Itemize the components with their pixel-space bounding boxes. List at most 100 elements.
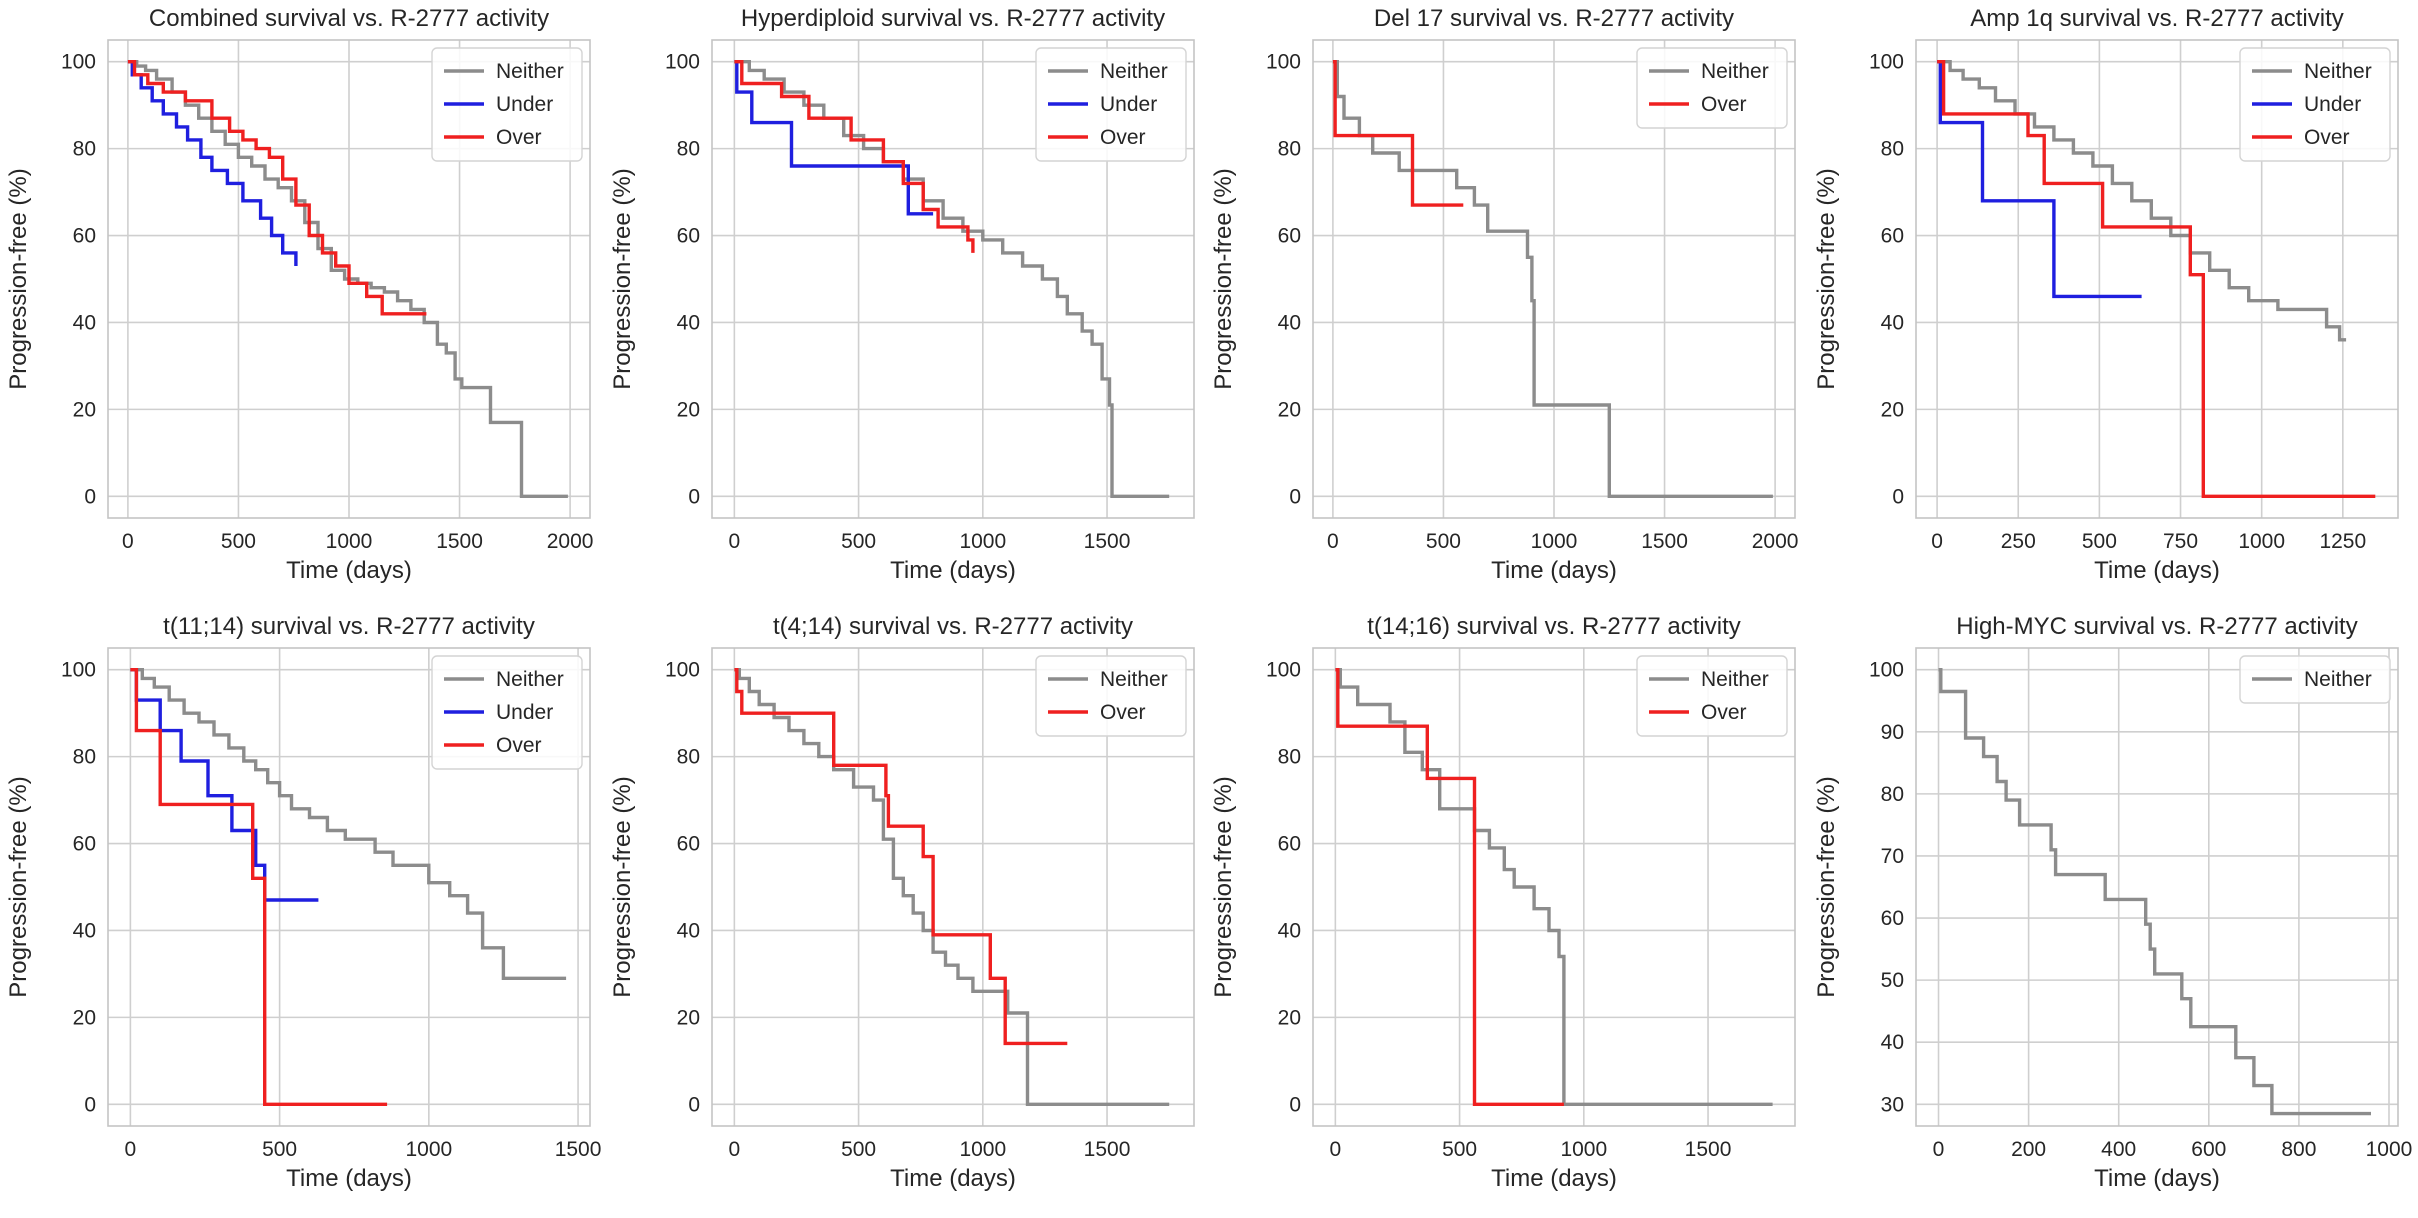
series-line-neither — [1335, 668, 1773, 1106]
y-axis-label: Progression-free (%) — [1813, 776, 1840, 997]
x-tick-label: 2000 — [547, 530, 594, 553]
chart-title: Del 17 survival vs. R-2777 activity — [1374, 5, 1734, 32]
y-tick-label: 40 — [1278, 919, 1301, 942]
plot-frame — [711, 39, 1195, 519]
y-tick-label: 60 — [677, 833, 700, 856]
series-line-over — [1332, 60, 1464, 207]
y-tick-label: 100 — [1266, 51, 1301, 74]
x-tick-label: 1250 — [2319, 530, 2366, 553]
y-tick-label: 0 — [84, 485, 96, 508]
legend-label-over: Over — [1100, 701, 1146, 724]
y-tick-label: 40 — [1278, 311, 1301, 334]
series-line-neither — [1937, 60, 2347, 342]
x-tick-label: 1000 — [2238, 530, 2285, 553]
y-tick-label: 100 — [1266, 659, 1301, 682]
legend-label-under: Under — [496, 701, 553, 724]
legend: Neither Under Over — [431, 47, 583, 162]
x-tick-label: 1000 — [959, 1138, 1006, 1161]
legend-label-neither: Neither — [1100, 668, 1168, 691]
x-tick-label: 500 — [1442, 1138, 1477, 1161]
x-tick-label: 1500 — [1641, 530, 1688, 553]
y-tick-label: 0 — [84, 1093, 96, 1116]
y-tick-label: 40 — [73, 311, 96, 334]
y-axis-label: Progression-free (%) — [1813, 168, 1840, 389]
series-line-under — [1937, 60, 2142, 299]
y-tick-label: 60 — [1278, 225, 1301, 248]
chart-panel-4: 0 250 500 750 1000 1250 0 20 40 60 80 100 Amp 1q sur… — [1813, 5, 2399, 584]
legend-box — [1636, 47, 1788, 129]
y-tick-label: 80 — [73, 138, 96, 161]
y-tick-label: 100 — [1869, 51, 1904, 74]
y-tick-label: 20 — [1278, 398, 1301, 421]
x-tick-label: 0 — [729, 1138, 741, 1161]
chart-panel-2: 0 500 1000 1500 0 20 40 60 80 100 Hyperdiploid sur… — [609, 5, 1195, 584]
legend-label-neither: Neither — [496, 60, 564, 83]
y-tick-label: 80 — [677, 746, 700, 769]
chart-panel-3: 0 500 1000 1500 2000 0 20 40 60 80 100 Del 17 survi… — [1210, 5, 1798, 584]
x-axis-label: Time (days) — [286, 1165, 412, 1192]
y-tick-label: 40 — [1881, 1031, 1904, 1054]
plot-frame — [107, 39, 591, 519]
y-axis-label: Progression-free (%) — [1210, 168, 1237, 389]
series-line-over — [734, 60, 975, 253]
series-line-neither — [734, 60, 1170, 498]
series-line-neither — [130, 668, 567, 980]
y-tick-label: 80 — [1881, 783, 1904, 806]
series-line-under — [127, 60, 298, 266]
y-tick-label: 60 — [73, 833, 96, 856]
x-tick-label: 0 — [122, 530, 134, 553]
legend: Neither Under Over — [2239, 47, 2391, 162]
chart-panel-8: 0 200 400 600 800 1000 30 40 50 60 70 80 90 100 High-M… — [1813, 613, 2412, 1192]
legend-label-under: Under — [2304, 93, 2361, 116]
x-tick-label: 1000 — [2366, 1138, 2413, 1161]
plot-frame — [1915, 647, 2399, 1127]
y-axis-label: Progression-free (%) — [5, 168, 32, 389]
legend-label-over: Over — [2304, 126, 2350, 149]
y-tick-label: 20 — [73, 398, 96, 421]
chart-title: High-MYC survival vs. R-2777 activity — [1956, 613, 2357, 640]
x-axis-label: Time (days) — [1491, 557, 1617, 584]
x-tick-label: 400 — [2101, 1138, 2136, 1161]
legend-label-neither: Neither — [2304, 60, 2372, 83]
legend-label-over: Over — [1701, 93, 1747, 116]
legend-label-over: Over — [1701, 701, 1747, 724]
y-tick-label: 0 — [1289, 1093, 1301, 1116]
x-tick-label: 250 — [2001, 530, 2036, 553]
y-tick-label: 20 — [1278, 1006, 1301, 1029]
grid — [1916, 648, 2398, 1126]
series-line-over — [1335, 668, 1564, 1106]
x-tick-label: 500 — [841, 530, 876, 553]
x-tick-label: 1000 — [1560, 1138, 1607, 1161]
series-line-under — [734, 60, 934, 216]
legend-label-neither: Neither — [2304, 668, 2372, 691]
chart-title: t(4;14) survival vs. R-2777 activity — [773, 613, 1133, 640]
y-tick-label: 80 — [1278, 746, 1301, 769]
x-tick-label: 1000 — [326, 530, 373, 553]
x-tick-label: 1000 — [959, 530, 1006, 553]
y-tick-label: 100 — [1869, 659, 1904, 682]
y-tick-label: 100 — [665, 659, 700, 682]
y-tick-label: 20 — [677, 398, 700, 421]
x-tick-label: 1500 — [555, 1138, 602, 1161]
y-tick-label: 100 — [665, 51, 700, 74]
x-tick-label: 0 — [1933, 1138, 1945, 1161]
y-tick-label: 0 — [688, 1093, 700, 1116]
legend-box — [1636, 655, 1788, 737]
chart-panel-6: 0 500 1000 1500 0 20 40 60 80 100 t(4;14) survival… — [609, 613, 1195, 1192]
x-tick-label: 500 — [262, 1138, 297, 1161]
plot-frame — [1915, 39, 2399, 519]
chart-title: Combined survival vs. R-2777 activity — [149, 5, 549, 32]
y-axis-label: Progression-free (%) — [609, 776, 636, 997]
y-tick-label: 40 — [677, 311, 700, 334]
plot-frame — [1312, 39, 1796, 519]
legend-label-under: Under — [1100, 93, 1157, 116]
y-tick-label: 40 — [73, 919, 96, 942]
x-tick-label: 1500 — [1084, 1138, 1131, 1161]
series-line-neither — [1938, 668, 2371, 1116]
series-line-over — [130, 668, 388, 1106]
x-tick-label: 0 — [1330, 1138, 1342, 1161]
y-tick-label: 20 — [677, 1006, 700, 1029]
legend: Neither Under Over — [1035, 47, 1187, 162]
y-tick-label: 80 — [1278, 138, 1301, 161]
